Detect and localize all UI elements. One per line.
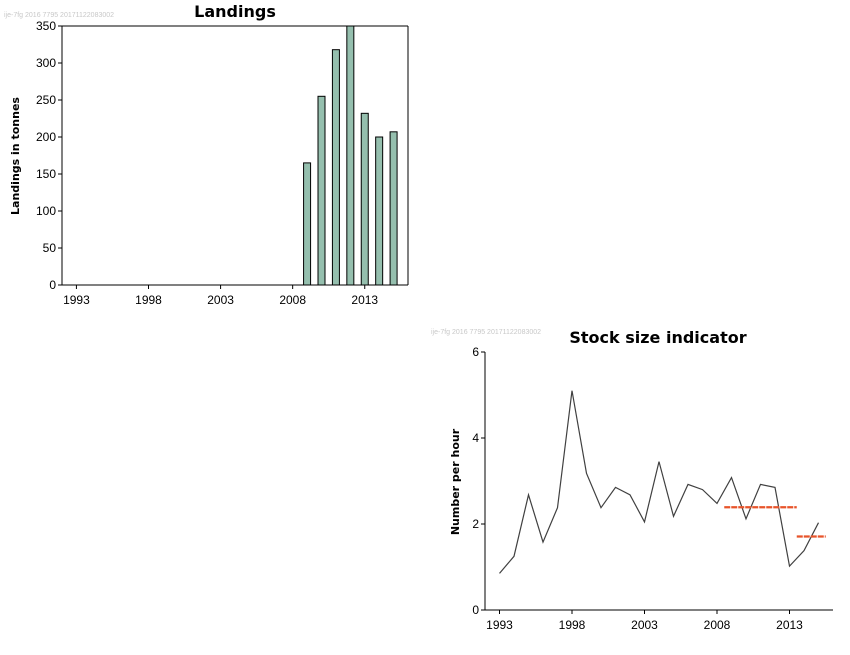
landings-chart: ije-7fg 2016 7795 20171122083002 Landing… <box>0 0 420 320</box>
y-axis-label: Landings in tonnes <box>9 97 22 215</box>
x-tick-label: 2008 <box>704 618 731 632</box>
y-tick-label: 100 <box>36 204 56 218</box>
series-line <box>499 390 820 574</box>
y-tick-label: 4 <box>472 431 479 445</box>
x-tick-label: 2003 <box>631 618 658 632</box>
stock-size-chart: ije-7fg 2016 7795 20171122083002 Stock s… <box>425 322 850 650</box>
y-tick-label: 0 <box>49 278 56 292</box>
landings-svg: Landings Landings in tonnes 0 50 100 150 200… <box>9 2 409 307</box>
bar <box>360 112 369 286</box>
y-tick-label: 200 <box>36 130 56 144</box>
y-tick-label: 250 <box>36 93 56 107</box>
x-tick-label: 2013 <box>776 618 803 632</box>
bar <box>331 49 340 286</box>
y-axis-label: Number per hour <box>449 428 462 535</box>
x-tick-label: 1993 <box>63 293 90 307</box>
chart-stamp: ije-7fg 2016 7795 20171122083002 <box>4 12 115 19</box>
bar <box>317 95 326 286</box>
x-tick-label: 2008 <box>279 293 306 307</box>
x-tick-label: 1998 <box>135 293 162 307</box>
x-tick-label: 2013 <box>351 293 378 307</box>
y-tick-label: 150 <box>36 167 56 181</box>
stock-size-svg: Stock size indicator Number per hour 0 2 4… <box>449 328 833 632</box>
y-tick-label: 300 <box>36 56 56 70</box>
chart-title: Landings <box>194 2 276 21</box>
y-tick-label: 350 <box>36 19 56 33</box>
x-tick-label: 2003 <box>207 293 234 307</box>
chart-title: Stock size indicator <box>569 328 746 347</box>
bar <box>346 25 355 286</box>
y-tick-label: 0 <box>472 603 479 617</box>
chart-stamp: ije-7fg 2016 7795 20171122083002 <box>431 329 542 336</box>
y-tick-label: 50 <box>43 241 57 255</box>
y-tick-label: 2 <box>472 517 479 531</box>
bar <box>375 136 384 286</box>
x-tick-label: 1998 <box>559 618 586 632</box>
bar <box>389 131 398 286</box>
x-tick-label: 1993 <box>486 618 513 632</box>
bar <box>303 162 312 286</box>
y-tick-label: 6 <box>472 345 479 359</box>
